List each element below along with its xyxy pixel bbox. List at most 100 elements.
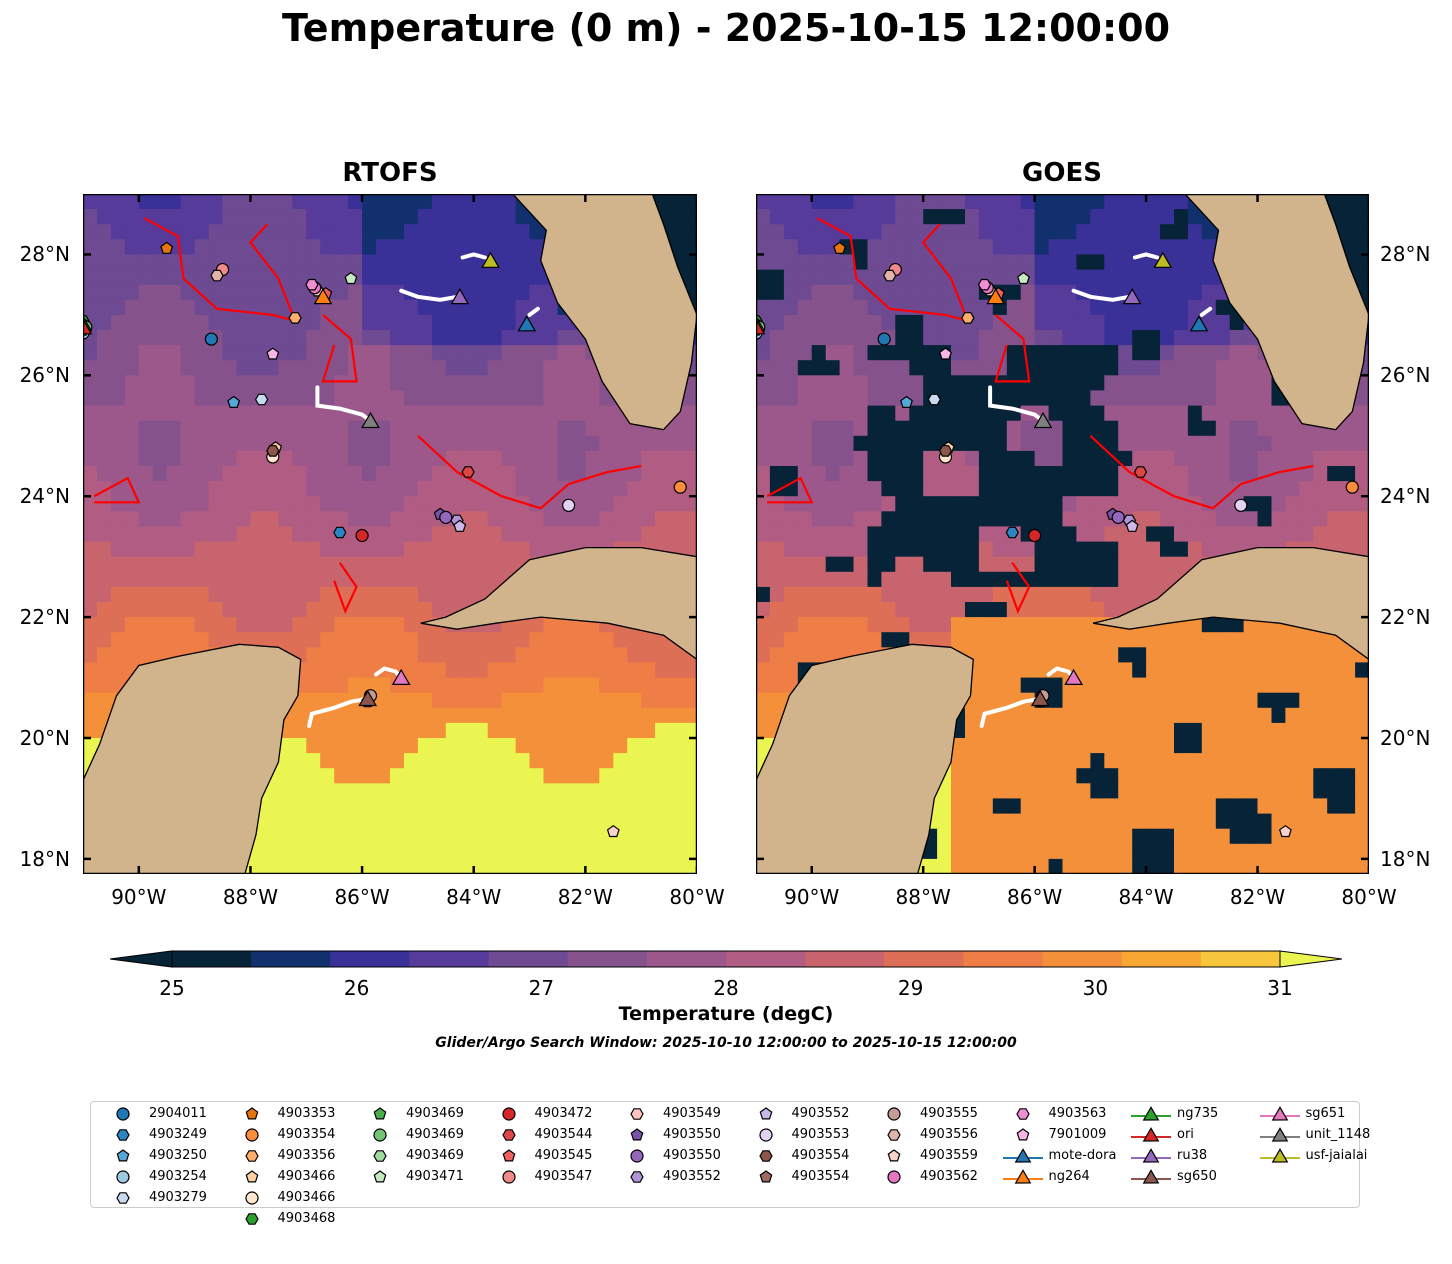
lat-tick-left: 24°N xyxy=(19,484,70,509)
colorbar-bin xyxy=(172,951,252,967)
legend-label: 2904011 xyxy=(149,1106,207,1121)
legend-symbol xyxy=(116,1192,130,1204)
glider-track-unit_1148 xyxy=(315,385,373,423)
panel-title-rtofs: RTOFS xyxy=(342,158,438,188)
legend-symbol xyxy=(758,1150,773,1162)
argo-marker-4903356 xyxy=(288,312,302,324)
legend-label: 4903469 xyxy=(406,1106,464,1121)
legend-label: 4903354 xyxy=(277,1127,336,1142)
legend-symbol xyxy=(244,1150,259,1162)
colorbar-bin xyxy=(884,951,964,967)
glider-track-mote-dora xyxy=(527,306,540,317)
glider-marker-sg651 xyxy=(1064,668,1084,685)
legend-label: 4903468 xyxy=(277,1211,336,1226)
legend-symbol xyxy=(116,1170,130,1184)
legend-symbol xyxy=(373,1170,387,1183)
argo-marker-4903356 xyxy=(961,312,975,324)
legend-label: mote-dora xyxy=(1048,1148,1117,1163)
legend-label: 4903552 xyxy=(663,1169,721,1184)
legend-symbol xyxy=(1015,1108,1030,1120)
legend-symbol xyxy=(630,1108,644,1120)
argo-marker-4903554 xyxy=(938,445,953,457)
colorbar-tick: 31 xyxy=(1267,976,1293,1000)
map-panel-rtofs xyxy=(83,194,697,874)
colorbar-bin xyxy=(646,951,727,967)
lat-tick-left: 22°N xyxy=(19,605,70,630)
contour-line xyxy=(994,314,1031,383)
glider-marker-mote-dora xyxy=(1189,315,1209,332)
legend-label: 4903554 xyxy=(791,1169,850,1184)
glider-marker-ori xyxy=(756,318,766,335)
glider-track-unit_1148 xyxy=(988,385,1045,423)
glider-marker-mote-dora xyxy=(517,315,537,332)
colorbar-over-arrow xyxy=(1279,950,1342,968)
legend-label: 4903550 xyxy=(663,1148,721,1163)
argo-marker-4903559 xyxy=(1278,824,1292,838)
argo-marker-4903552 xyxy=(453,519,467,532)
lat-tick-right: 18°N xyxy=(1380,846,1431,871)
lon-tick-goes: 90°W xyxy=(784,885,840,909)
search-window-note: Glider/Argo Search Window: 2025-10-10 12… xyxy=(435,1035,1017,1051)
glider-marker-ru38 xyxy=(1122,288,1142,305)
glider-track-ru38 xyxy=(1071,288,1132,302)
land-cuba xyxy=(1092,546,1369,661)
legend-label: 4903356 xyxy=(277,1148,336,1163)
legend-symbol xyxy=(887,1107,901,1121)
legend-label: sg651 xyxy=(1305,1106,1346,1121)
legend-symbol xyxy=(373,1128,387,1142)
legend-label: 4903545 xyxy=(534,1148,593,1163)
colorbar-bin xyxy=(488,951,569,967)
lat-tick-right: 26°N xyxy=(1380,363,1431,388)
lon-tick-goes: 86°W xyxy=(1007,885,1063,909)
glider-marker-sg650 xyxy=(1030,689,1050,707)
land-florida xyxy=(511,194,697,431)
legend-symbol xyxy=(1271,1106,1288,1121)
argo-marker-7901009 xyxy=(939,347,952,360)
argo-marker-2904011 xyxy=(204,332,218,346)
colorbar-tick: 28 xyxy=(713,976,739,1000)
legend-symbol xyxy=(373,1150,387,1162)
argo-marker-4903550 xyxy=(439,510,453,524)
argo-marker-4903471 xyxy=(1017,271,1030,285)
legend-label: 4903279 xyxy=(149,1190,207,1205)
legend-label: 4903550 xyxy=(663,1127,721,1142)
argo-marker-4903249 xyxy=(333,526,347,539)
colorbar-bin xyxy=(805,951,885,967)
legend-label: unit_1148 xyxy=(1305,1127,1371,1142)
glider-track-ru38 xyxy=(399,288,459,302)
legend-symbol xyxy=(1142,1148,1160,1163)
legend-symbol xyxy=(373,1107,387,1120)
legend-symbol xyxy=(501,1107,516,1121)
legend-symbol xyxy=(244,1191,259,1205)
argo-marker-4903552 xyxy=(1125,519,1139,532)
legend-label: 4903250 xyxy=(149,1148,207,1163)
legend-label: ru38 xyxy=(1177,1148,1208,1163)
colorbar-bin xyxy=(726,951,806,967)
legend-symbol xyxy=(244,1128,259,1142)
legend-symbol xyxy=(244,1213,259,1225)
legend-label: 4903472 xyxy=(534,1106,593,1121)
contour-line xyxy=(417,434,642,510)
argo-marker-4903559 xyxy=(606,824,620,838)
lat-tick-left: 20°N xyxy=(19,726,70,750)
land-yucatan xyxy=(83,643,302,874)
colorbar-tick: 26 xyxy=(343,976,370,1000)
argo-marker-4903556 xyxy=(210,269,224,282)
legend-label: 4903471 xyxy=(406,1169,464,1184)
lon-tick-rtofs: 86°W xyxy=(334,885,390,909)
legend-symbol xyxy=(1271,1127,1288,1142)
legend-label: 4903562 xyxy=(920,1169,978,1184)
legend-symbol xyxy=(1016,1128,1029,1141)
legend-symbol xyxy=(887,1149,901,1162)
argo-marker-4903279 xyxy=(254,393,269,406)
legend-label: ori xyxy=(1177,1127,1194,1142)
lat-tick-right: 24°N xyxy=(1380,484,1431,509)
legend-symbol xyxy=(759,1170,772,1183)
argo-marker-4903550 xyxy=(1111,510,1125,524)
legend-symbol xyxy=(1142,1127,1160,1142)
legend-symbol xyxy=(501,1170,516,1184)
glider-marker-ori xyxy=(83,318,93,335)
legend-label: 4903547 xyxy=(534,1169,593,1184)
glider-marker-unit_1148 xyxy=(361,411,380,429)
argo-marker-4903354 xyxy=(673,480,687,494)
